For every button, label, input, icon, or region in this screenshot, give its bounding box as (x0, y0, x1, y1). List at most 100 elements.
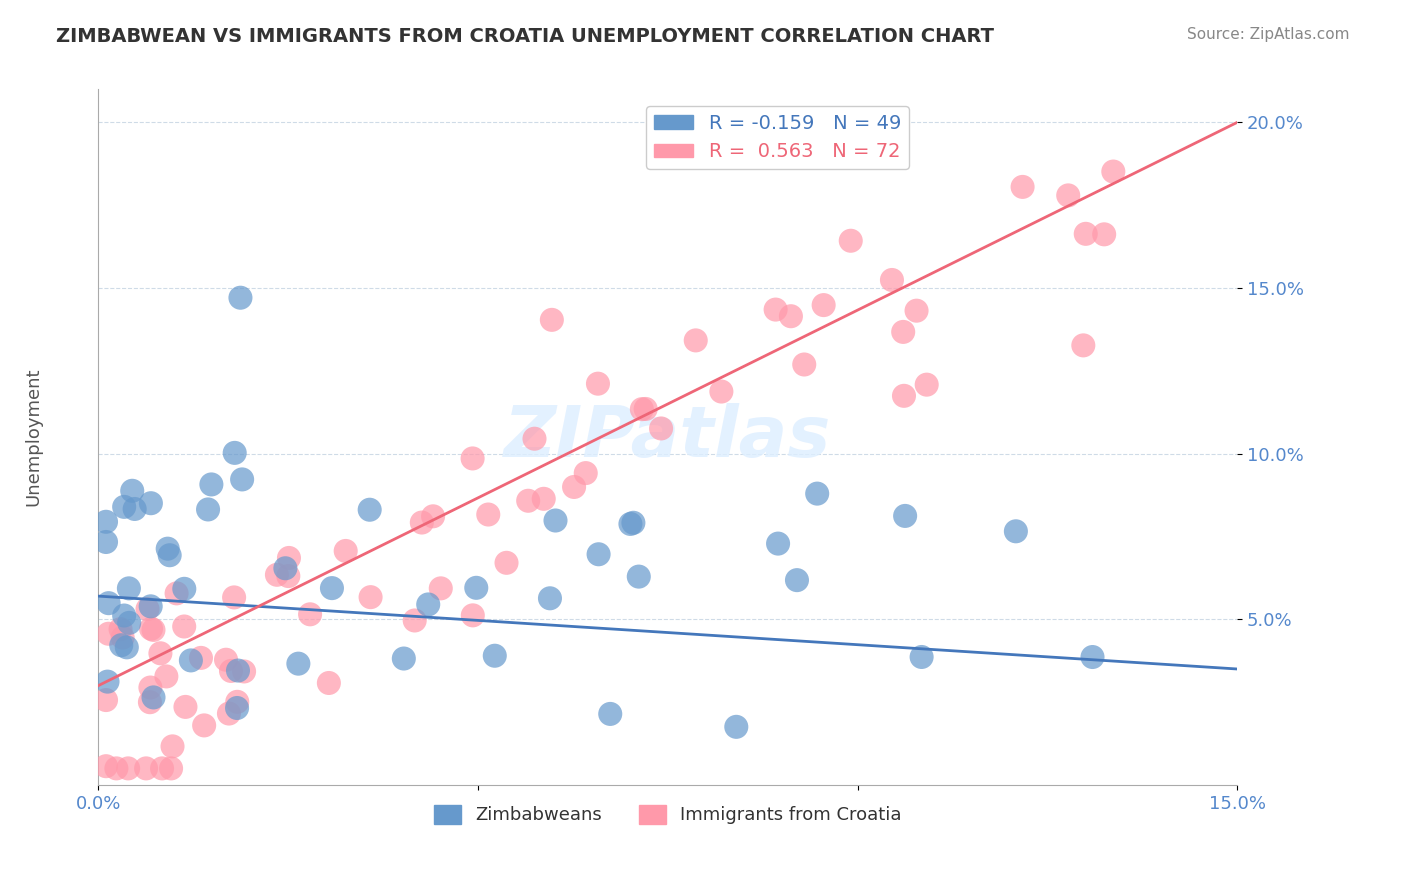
Point (173, 582, 195, 596)
Point (627, 569, 650, 583)
Point (588, 547, 610, 561)
Point (880, 273, 903, 287)
Point (1011, 180, 1033, 194)
Point (1057, 188, 1080, 202)
Point (96, 674, 118, 689)
Point (226, 695, 249, 709)
Point (392, 651, 415, 665)
Point (155, 669, 177, 683)
Point (586, 376, 609, 391)
Point (156, 541, 179, 556)
Point (484, 648, 506, 663)
Point (112, 608, 135, 623)
Point (278, 551, 301, 566)
Point (266, 567, 288, 582)
Point (159, 548, 181, 562)
Point (226, 664, 249, 678)
Point (94, 535, 117, 549)
Point (461, 451, 484, 466)
Point (166, 586, 188, 600)
Point (215, 653, 238, 667)
Point (110, 638, 132, 652)
Point (105, 761, 128, 775)
Point (495, 556, 517, 570)
Y-axis label: Unemployment: Unemployment (25, 368, 42, 507)
Point (894, 508, 917, 523)
Point (139, 695, 162, 709)
Point (1071, 338, 1094, 352)
Point (97, 596, 120, 610)
Point (124, 502, 146, 516)
Point (517, 493, 540, 508)
Point (891, 325, 914, 339)
Point (193, 718, 215, 732)
Point (139, 496, 162, 510)
Point (533, 491, 555, 506)
Point (226, 701, 249, 715)
Point (544, 514, 567, 528)
Point (523, 432, 546, 446)
Point (710, 384, 733, 399)
Point (806, 486, 828, 500)
Point (274, 561, 297, 575)
Point (224, 591, 246, 605)
Point (110, 622, 132, 636)
Point (94, 759, 117, 773)
Point (160, 761, 183, 775)
Point (121, 483, 143, 498)
Point (538, 591, 561, 606)
Point (318, 676, 340, 690)
Point (112, 500, 135, 514)
Point (1092, 227, 1115, 242)
Point (429, 582, 451, 596)
Point (461, 608, 484, 623)
Text: ZIPatlas: ZIPatlas (505, 402, 831, 472)
Point (231, 472, 253, 486)
Point (142, 623, 165, 637)
Point (634, 401, 657, 416)
Point (404, 614, 426, 628)
Point (229, 291, 252, 305)
Point (197, 502, 219, 516)
Point (786, 573, 808, 587)
Point (359, 502, 381, 516)
Legend: Zimbabweans, Immigrants from Croatia: Zimbabweans, Immigrants from Croatia (427, 797, 908, 831)
Point (540, 313, 562, 327)
Point (224, 446, 246, 460)
Point (139, 622, 162, 636)
Point (765, 302, 787, 317)
Point (115, 640, 138, 655)
Point (277, 569, 299, 583)
Point (118, 615, 141, 630)
Point (893, 389, 915, 403)
Point (905, 303, 928, 318)
Point (174, 699, 197, 714)
Point (162, 739, 184, 754)
Point (139, 681, 162, 695)
Point (321, 581, 343, 595)
Point (766, 536, 789, 550)
Point (562, 480, 585, 494)
Point (793, 358, 815, 372)
Text: ZIMBABWEAN VS IMMIGRANTS FROM CROATIA UNEMPLOYMENT CORRELATION CHART: ZIMBABWEAN VS IMMIGRANTS FROM CROATIA UN… (56, 27, 994, 45)
Point (180, 653, 202, 667)
Point (118, 582, 141, 596)
Point (631, 402, 654, 417)
Point (685, 334, 707, 348)
Point (1005, 524, 1028, 539)
Point (422, 509, 444, 524)
Point (149, 646, 172, 660)
Point (94, 515, 117, 529)
Point (465, 581, 488, 595)
Point (233, 665, 256, 679)
Point (299, 607, 322, 622)
Point (94, 693, 117, 707)
Point (139, 599, 162, 614)
Point (477, 508, 499, 522)
Point (418, 598, 440, 612)
Point (621, 516, 644, 530)
Point (915, 377, 938, 392)
Point (1074, 227, 1097, 241)
Point (780, 310, 803, 324)
Point (910, 650, 932, 665)
